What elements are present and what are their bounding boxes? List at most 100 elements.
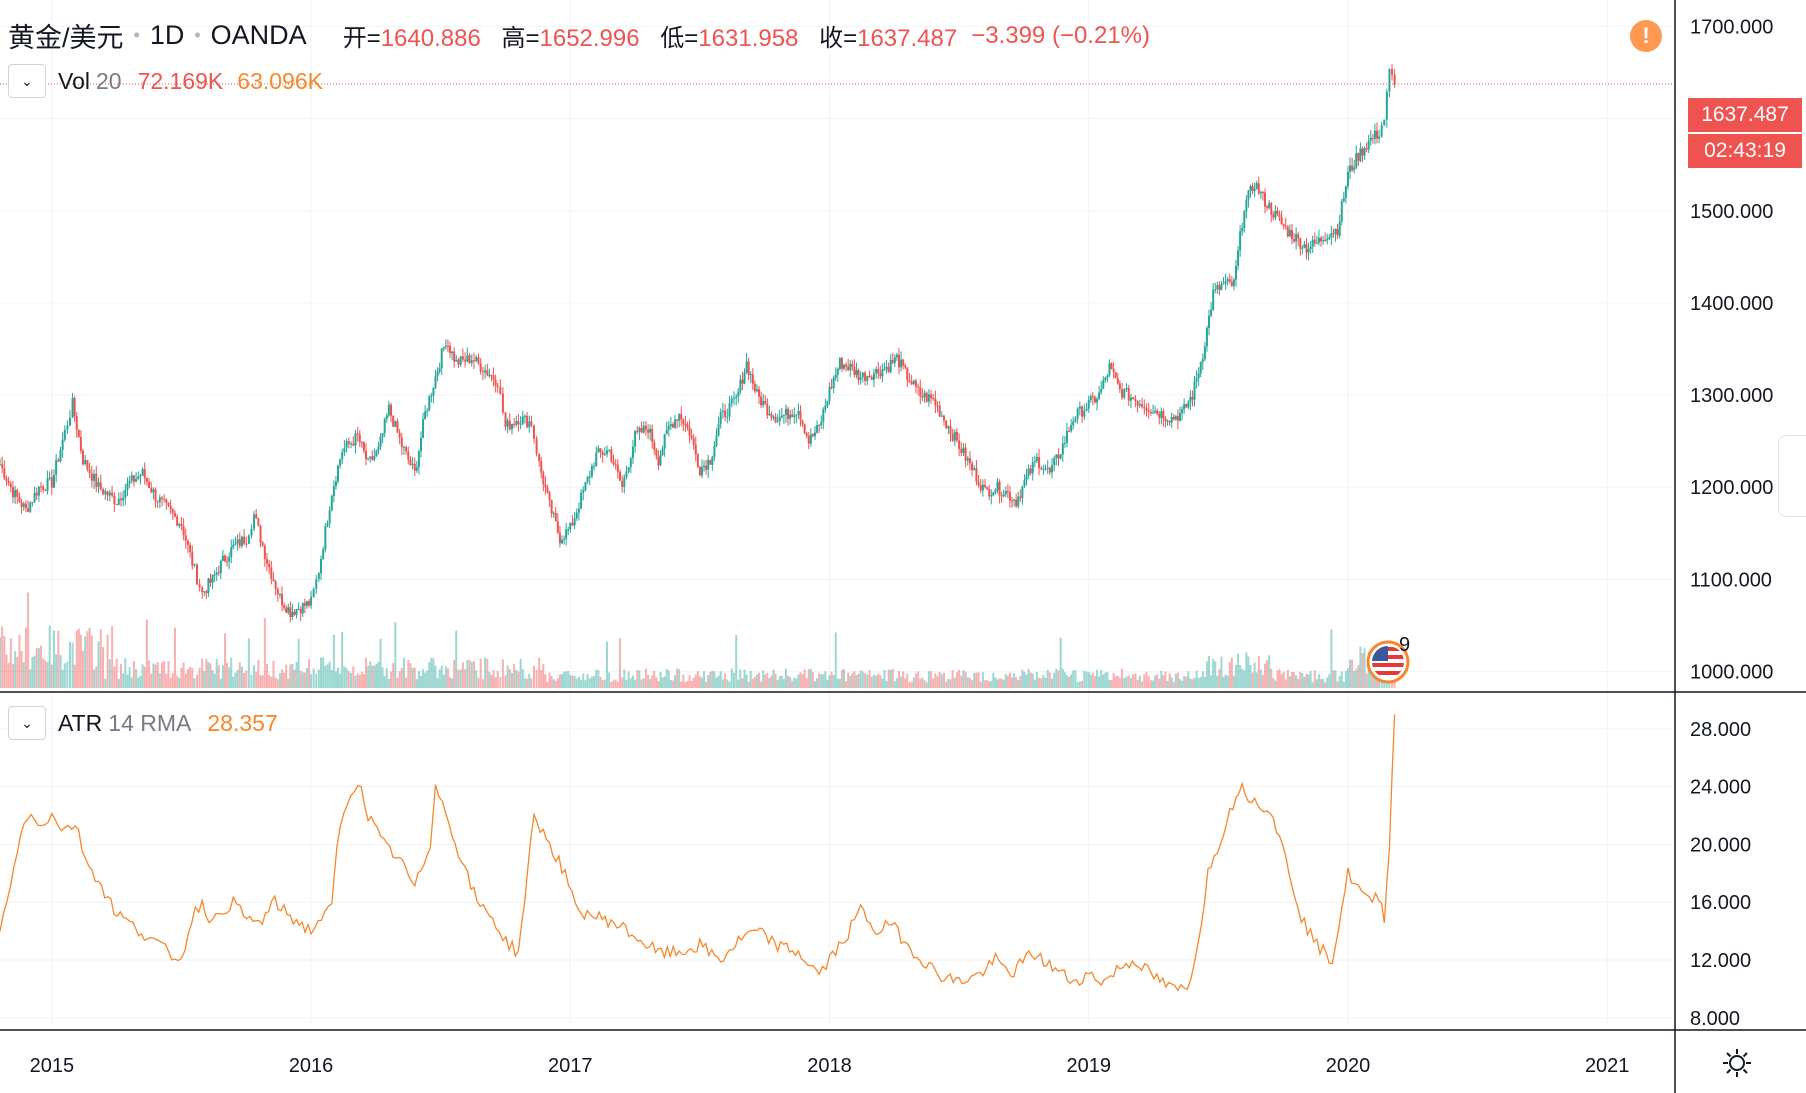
candle-body	[1029, 468, 1032, 474]
volume-bar	[1183, 676, 1186, 688]
candle-body	[457, 359, 460, 365]
candle-body	[1359, 148, 1362, 161]
candle-body	[35, 492, 38, 496]
candle-body	[1044, 468, 1047, 470]
candle-body	[1114, 372, 1117, 379]
volume-bar	[276, 679, 279, 688]
candle-body	[669, 424, 672, 426]
volume-bar	[201, 658, 204, 688]
settings-sun-icon[interactable]	[1721, 1047, 1753, 1079]
candle-body	[614, 464, 617, 466]
volume-bar	[914, 673, 917, 688]
candle-body	[1019, 496, 1022, 498]
symbol-name[interactable]: 黄金/美元	[8, 23, 124, 53]
candle-body	[250, 528, 253, 536]
volume-bar	[682, 674, 685, 688]
volume-bar	[719, 671, 722, 688]
candle-body	[436, 371, 439, 377]
candle-body	[741, 379, 744, 384]
volume-bar	[1272, 677, 1275, 688]
volume-bar	[542, 663, 545, 688]
candle-body	[261, 542, 264, 546]
volume-bar	[973, 672, 976, 688]
volume-bar	[63, 663, 66, 688]
candle-body	[569, 522, 572, 530]
volume-bar	[1371, 671, 1374, 688]
candle-body	[90, 473, 93, 481]
volume-bar	[758, 672, 761, 688]
volume-bar	[595, 669, 598, 688]
collapse-atr-button[interactable]: ⌄	[8, 706, 46, 740]
candle-body	[753, 383, 756, 392]
interval-label[interactable]: 1D	[149, 20, 185, 50]
volume-bar	[745, 674, 748, 688]
candle-body	[807, 435, 810, 444]
candle-body	[328, 510, 331, 524]
volume-name[interactable]: Vol	[58, 67, 90, 94]
candle-body	[820, 421, 823, 426]
candle-body	[209, 578, 212, 583]
candle-body	[1342, 197, 1345, 202]
volume-bar	[546, 681, 549, 688]
volume-bar	[671, 680, 674, 688]
volume-bar	[305, 667, 308, 688]
volume-bar	[875, 675, 878, 688]
volume-bar	[807, 669, 810, 688]
volume-param: 20	[95, 67, 122, 94]
candle-body	[1074, 418, 1077, 422]
volume-bar	[830, 671, 833, 688]
candle-body	[986, 487, 989, 489]
low-value: 1631.958	[698, 25, 799, 52]
volume-bar	[377, 661, 380, 688]
volume-bar	[927, 671, 930, 688]
candle-body	[1023, 479, 1026, 487]
volume-bar	[1015, 677, 1018, 688]
volume-bar	[540, 670, 543, 688]
volume-bar	[461, 662, 464, 688]
candle-body	[665, 429, 668, 435]
candle-body	[1129, 397, 1132, 401]
price-tick-label: 1500.000	[1690, 201, 1773, 223]
volume-bar	[642, 678, 645, 688]
volume-bar	[165, 673, 168, 688]
volume-bar	[315, 673, 318, 688]
candle-body	[1191, 397, 1194, 400]
candle-body	[994, 489, 997, 493]
candle-body	[1021, 486, 1024, 498]
candle-body	[224, 555, 227, 562]
atr-name[interactable]: ATR	[58, 709, 103, 736]
candle-body	[293, 611, 296, 615]
volume-bar	[44, 660, 47, 688]
candle-body	[749, 374, 752, 376]
candle-body	[475, 357, 478, 362]
volume-bar	[739, 669, 742, 688]
volume-bar	[778, 675, 781, 688]
volume-bar	[1284, 679, 1287, 688]
candle-body	[1108, 363, 1111, 376]
volume-bar	[268, 674, 271, 688]
candle-body	[960, 449, 963, 453]
candle-body	[1338, 221, 1341, 236]
candle-body	[923, 392, 926, 398]
candle-body	[1367, 140, 1370, 150]
panel-resize-handle[interactable]	[1778, 435, 1806, 517]
volume-bar	[1123, 678, 1126, 688]
us-flag-event-icon[interactable]	[1366, 640, 1410, 684]
candle-body	[782, 414, 785, 416]
collapse-volume-button[interactable]: ⌄	[8, 64, 46, 98]
volume-bar	[616, 681, 619, 688]
candle-body	[63, 429, 66, 440]
volume-bar	[409, 663, 412, 688]
candle-body	[1112, 368, 1115, 373]
volume-bar	[234, 672, 237, 688]
alert-icon[interactable]: !	[1630, 20, 1662, 52]
candle-body	[1164, 418, 1167, 421]
candle-body	[413, 463, 416, 471]
candle-body	[312, 588, 315, 597]
volume-bar	[506, 665, 509, 688]
candle-body	[1340, 201, 1343, 222]
volume-legend: ⌄ Vol 20 72.169K 63.096K	[8, 64, 323, 98]
candle-body	[385, 415, 388, 420]
volume-bar	[228, 667, 231, 688]
